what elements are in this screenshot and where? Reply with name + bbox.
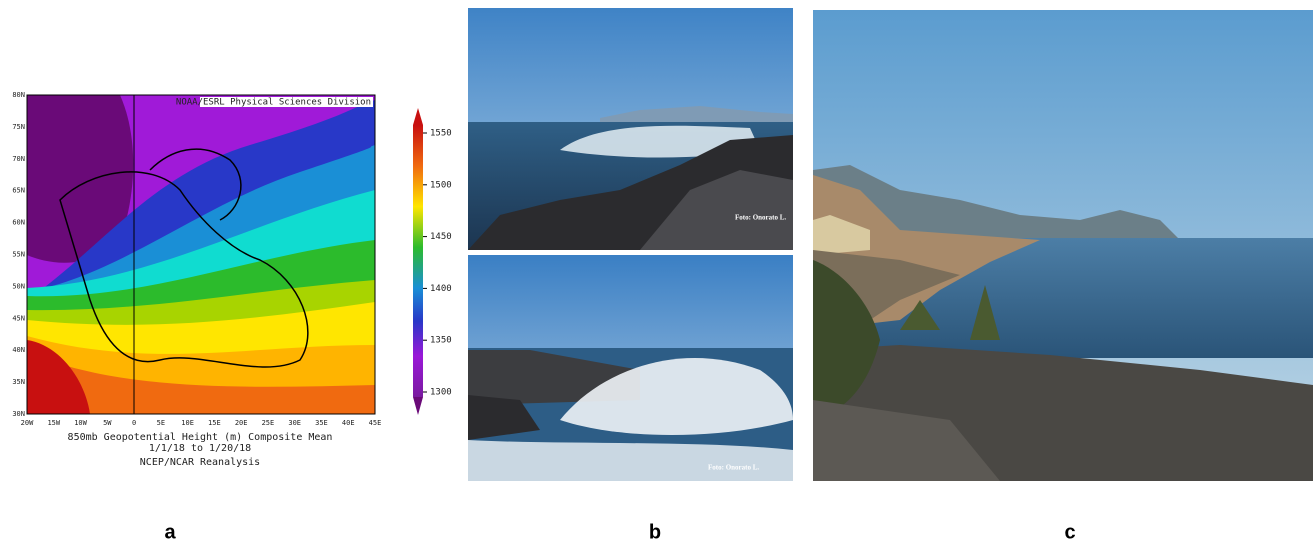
panel-label: c	[1064, 521, 1075, 543]
figure-canvas: NOAA/ESRL Physical Sciences Division 80N…	[0, 0, 1316, 544]
lon-label: 0	[132, 419, 136, 427]
colorbar-tick-label: 1350	[430, 336, 452, 346]
lat-label: 30N	[12, 410, 25, 418]
lon-label: 45E	[369, 419, 382, 427]
map-caption: 1/1/18 to 1/20/18	[149, 443, 251, 454]
photo-credit: Foto: Onorato L.	[735, 214, 786, 222]
photo-top: Foto: Onorato L.	[468, 8, 793, 250]
colorbar-tick-label: 1300	[430, 388, 452, 398]
lat-label: 55N	[12, 251, 25, 259]
lon-label: 5W	[103, 419, 112, 427]
lon-label: 25E	[262, 419, 275, 427]
lon-label: 15W	[47, 419, 60, 427]
lat-label: 35N	[12, 378, 25, 386]
lon-label: 35E	[315, 419, 328, 427]
photo-bottom: Foto: Onorato L.	[468, 255, 793, 481]
lat-label: 45N	[12, 314, 25, 322]
lon-label: 20W	[21, 419, 34, 427]
lat-label: 65N	[12, 187, 25, 195]
colorbar-tick-label: 1550	[430, 129, 452, 139]
photo-credit: Foto: Onorato L.	[708, 464, 759, 472]
colorbar-tick-label: 1500	[430, 180, 452, 190]
lat-label: 70N	[12, 155, 25, 163]
figure: NOAA/ESRL Physical Sciences Division 80N…	[0, 0, 1316, 544]
lon-label: 40E	[342, 419, 355, 427]
panel-label: a	[164, 521, 176, 543]
colorbar-cap	[413, 108, 423, 125]
lon-label: 15E	[208, 419, 221, 427]
photo-coast	[813, 10, 1313, 481]
map-source: NOAA/ESRL Physical Sciences Division	[176, 98, 371, 108]
lon-label: 10E	[181, 419, 194, 427]
lon-label: 30E	[288, 419, 301, 427]
panel-label: b	[649, 521, 661, 543]
colorbar-cap	[413, 397, 423, 415]
lon-label: 10W	[74, 419, 87, 427]
colorbar-tick-label: 1450	[430, 232, 452, 242]
map-caption: NCEP/NCAR Reanalysis	[140, 457, 260, 468]
colorbar-tick-label: 1400	[430, 284, 452, 294]
map-caption: 850mb Geopotential Height (m) Composite …	[68, 432, 333, 443]
lat-label: 40N	[12, 346, 25, 354]
colorbar	[413, 125, 423, 397]
lat-label: 50N	[12, 282, 25, 290]
lon-label: 20E	[235, 419, 248, 427]
map	[27, 95, 375, 414]
lat-label: 75N	[12, 123, 25, 131]
lon-label: 5E	[157, 419, 165, 427]
lat-label: 60N	[12, 219, 25, 227]
lat-label: 80N	[12, 91, 25, 99]
